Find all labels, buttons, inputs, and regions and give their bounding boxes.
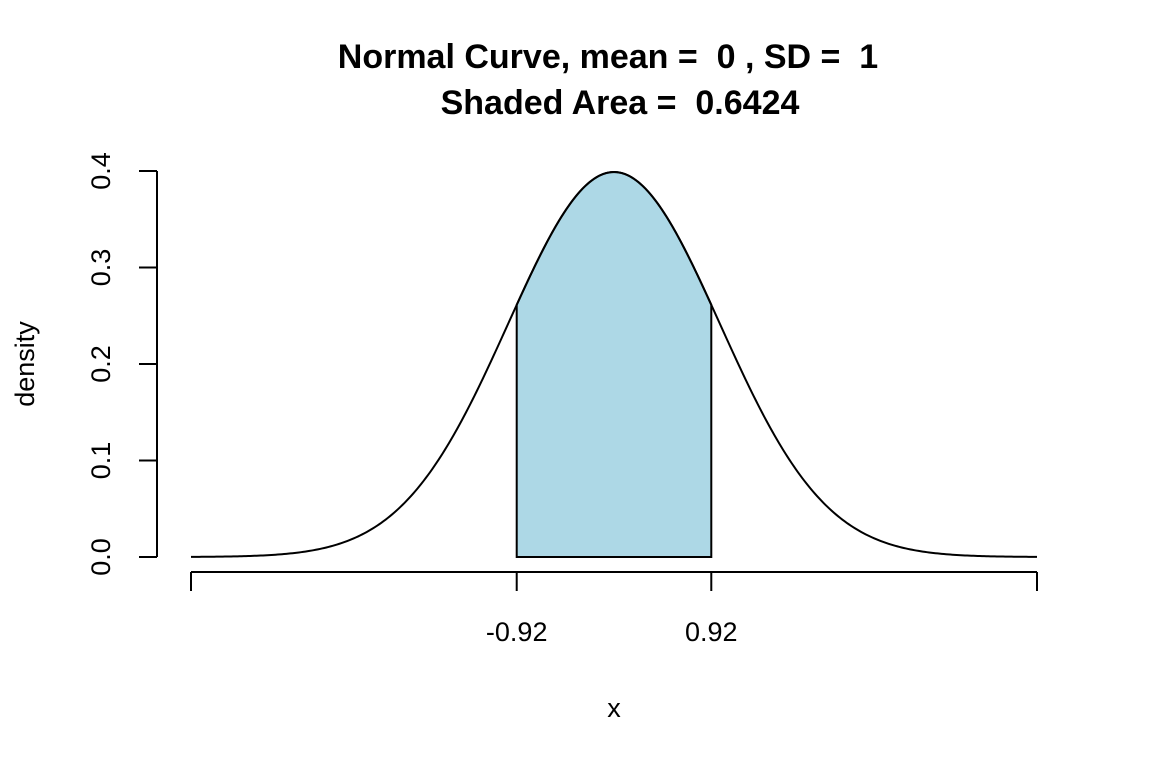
shaded-area: [515, 171, 713, 558]
y-tick-label: 0.2: [86, 345, 116, 383]
density-curve: [190, 171, 1038, 558]
plot-area: [190, 171, 1038, 558]
chart-title-line2: Shaded Area = 0.6424: [441, 84, 800, 122]
y-tick-label: 0.0: [86, 538, 116, 576]
x-tick-label: -0.92: [486, 617, 548, 647]
y-axis-label: density: [10, 321, 40, 407]
chart-title-line1: Normal Curve, mean = 0 , SD = 1: [338, 38, 878, 76]
x-axis-label: x: [607, 693, 621, 723]
y-tick-label: 0.3: [86, 249, 116, 287]
y-tick-label: 0.4: [86, 152, 116, 190]
axes: -0.92 0.92 0.0 0.1 0.2 0.3 0.4: [86, 152, 1038, 647]
y-tick-label: 0.1: [86, 442, 116, 480]
x-tick-label: 0.92: [685, 617, 738, 647]
